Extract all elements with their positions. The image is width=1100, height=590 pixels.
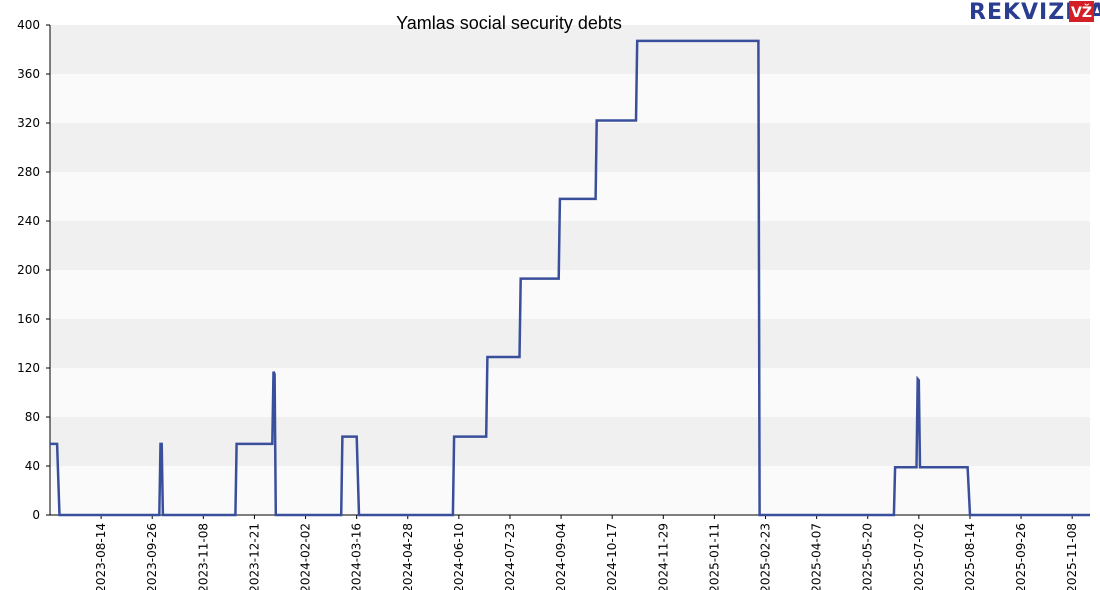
x-tick-label: 2025-04-07 bbox=[810, 523, 824, 590]
x-tick-label: 2025-08-14 bbox=[963, 523, 977, 590]
y-tick-label: 280 bbox=[17, 165, 40, 179]
y-axis-ticks: 0 40 80 120 160 200 240 280 320 360 400 bbox=[17, 18, 50, 522]
x-tick-label: 2025-09-26 bbox=[1014, 523, 1028, 590]
logo-badge-text: VŽ bbox=[1071, 4, 1092, 21]
grid-band bbox=[50, 74, 1090, 123]
x-tick-label: 2024-02-02 bbox=[299, 523, 313, 590]
x-tick-label: 2023-12-21 bbox=[247, 523, 261, 590]
y-tick-label: 400 bbox=[17, 18, 40, 32]
x-tick-label: 2024-07-23 bbox=[503, 523, 517, 590]
x-tick-label: 2023-08-14 bbox=[94, 523, 108, 590]
x-tick-label: 2025-07-02 bbox=[912, 523, 926, 590]
x-tick-label: 2024-11-29 bbox=[656, 523, 670, 590]
grid-band bbox=[50, 466, 1090, 515]
y-tick-label: 320 bbox=[17, 116, 40, 130]
x-tick-label: 2023-09-26 bbox=[145, 523, 159, 590]
x-tick-label: 2024-10-17 bbox=[605, 523, 619, 590]
y-tick-label: 240 bbox=[17, 214, 40, 228]
grid-band bbox=[50, 368, 1090, 417]
series-line bbox=[50, 39, 1090, 517]
x-tick-label: 2024-03-16 bbox=[350, 523, 364, 590]
grid-band bbox=[50, 417, 1090, 466]
chart-title: Yamlas social security debts bbox=[396, 13, 622, 33]
x-tick-label: 2025-01-11 bbox=[707, 523, 721, 590]
grid-band bbox=[50, 270, 1090, 319]
grid-band bbox=[50, 221, 1090, 270]
grid-band bbox=[50, 123, 1090, 172]
y-tick-label: 200 bbox=[17, 263, 40, 277]
grid-bands bbox=[50, 25, 1090, 515]
x-axis-ticks: 2023-08-14 2023-09-26 2023-11-08 2023-12-21… bbox=[94, 515, 1079, 590]
x-tick-label: 2024-09-04 bbox=[554, 523, 568, 590]
grid-band bbox=[50, 25, 1090, 74]
logo-badge bbox=[1069, 1, 1094, 22]
x-tick-label: 2024-06-10 bbox=[452, 523, 466, 590]
x-tick-label: 2025-05-20 bbox=[861, 523, 875, 590]
rekvizitai-logo: REKVIZITAI VŽ bbox=[969, 0, 1100, 25]
x-tick-label: 2025-02-23 bbox=[759, 523, 773, 590]
y-tick-label: 80 bbox=[25, 410, 40, 424]
y-tick-label: 40 bbox=[25, 459, 40, 473]
grid-band bbox=[50, 172, 1090, 221]
x-tick-label: 2025-11-08 bbox=[1065, 523, 1079, 590]
y-tick-label: 360 bbox=[17, 67, 40, 81]
grid-band bbox=[50, 319, 1090, 368]
y-tick-label: 160 bbox=[17, 312, 40, 326]
x-tick-label: 2023-11-08 bbox=[196, 523, 210, 590]
y-tick-label: 120 bbox=[17, 361, 40, 375]
y-tick-label: 0 bbox=[32, 508, 40, 522]
x-tick-label: 2024-04-28 bbox=[401, 523, 415, 590]
